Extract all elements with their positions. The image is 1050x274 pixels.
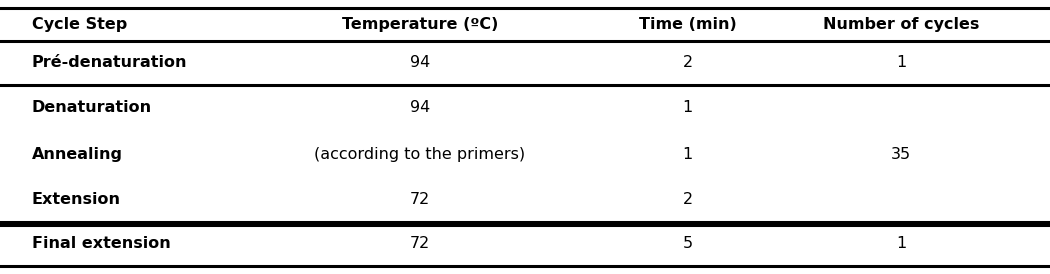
Text: 1: 1 bbox=[896, 236, 906, 251]
Text: Number of cycles: Number of cycles bbox=[823, 17, 979, 32]
Text: 2: 2 bbox=[682, 55, 693, 70]
Text: 5: 5 bbox=[682, 236, 693, 251]
Text: 94: 94 bbox=[410, 101, 430, 115]
Text: 72: 72 bbox=[410, 192, 430, 207]
Text: (according to the primers): (according to the primers) bbox=[314, 147, 526, 162]
Text: Time (min): Time (min) bbox=[638, 17, 737, 32]
Text: Cycle Step: Cycle Step bbox=[32, 17, 127, 32]
Text: Temperature (ºC): Temperature (ºC) bbox=[342, 17, 498, 32]
Text: 35: 35 bbox=[890, 147, 911, 162]
Text: Denaturation: Denaturation bbox=[32, 101, 151, 115]
Text: Extension: Extension bbox=[32, 192, 121, 207]
Text: Pré-denaturation: Pré-denaturation bbox=[32, 55, 187, 70]
Text: Annealing: Annealing bbox=[32, 147, 123, 162]
Text: 2: 2 bbox=[682, 192, 693, 207]
Text: 1: 1 bbox=[896, 55, 906, 70]
Text: 94: 94 bbox=[410, 55, 430, 70]
Text: 1: 1 bbox=[682, 101, 693, 115]
Text: 1: 1 bbox=[682, 147, 693, 162]
Text: 72: 72 bbox=[410, 236, 430, 251]
Text: Final extension: Final extension bbox=[32, 236, 170, 251]
